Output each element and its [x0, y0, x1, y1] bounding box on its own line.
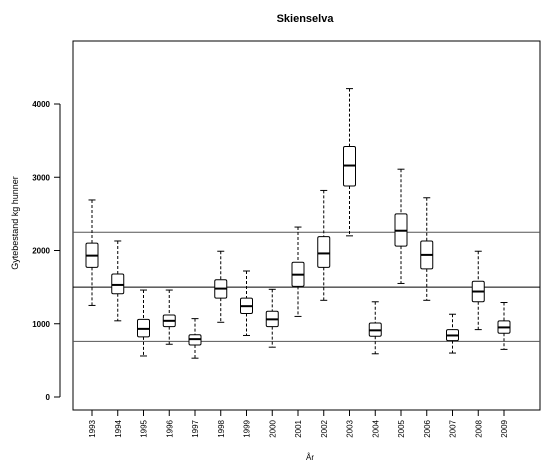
box-1999: [240, 270, 253, 336]
y-tick-label: 3000: [32, 173, 50, 182]
box-2000: [265, 288, 279, 348]
x-tick-label: 2001: [294, 419, 303, 437]
x-tick-label: 2007: [449, 419, 458, 437]
x-axis-label: År: [306, 453, 314, 462]
box-1994: [111, 240, 125, 322]
box-2007: [446, 313, 459, 354]
y-tick-label: 1000: [32, 320, 50, 329]
box-1995: [137, 289, 150, 357]
x-tick-label: 1995: [140, 419, 149, 437]
box-1996: [162, 289, 176, 345]
x-tick-label: 2003: [346, 419, 355, 437]
box-2002: [317, 189, 331, 301]
x-tick-label: 2008: [474, 419, 483, 437]
box-2004: [368, 301, 382, 355]
x-tick-label: 1994: [114, 419, 123, 437]
x-tick-label: 2005: [397, 419, 406, 437]
y-axis-label: Gytebestand kg hunner: [10, 176, 20, 270]
x-tick-label: 2006: [423, 419, 432, 437]
x-tick-label: 2009: [500, 419, 509, 437]
boxes-group: [85, 88, 511, 359]
box-2008: [471, 250, 485, 331]
y-axis: 0 1000 2000 3000 4000: [32, 100, 61, 402]
x-axis: 1993 1994 1995 1996 1997 1998 1999 2000 2001 2002…: [88, 409, 509, 438]
box-1998: [214, 250, 228, 323]
x-tick-label: 2004: [371, 419, 380, 437]
x-tick-label: 2000: [268, 419, 277, 437]
x-tick-label: 1999: [243, 419, 252, 437]
reference-lines: [73, 231, 540, 342]
box-2006: [420, 197, 434, 301]
box-2001: [291, 226, 305, 317]
x-tick-label: 1998: [217, 419, 226, 437]
x-tick-label: 1997: [191, 419, 200, 437]
chart-title: Skienselva: [277, 13, 335, 25]
box-2005: [394, 168, 408, 284]
y-tick-label: 4000: [32, 100, 50, 109]
box-2009: [497, 302, 511, 350]
y-tick-label: 0: [46, 393, 51, 402]
box-1997: [188, 318, 202, 359]
y-tick-label: 2000: [32, 247, 50, 256]
box-2003: [343, 88, 356, 237]
x-tick-label: 1996: [165, 419, 174, 437]
box-iqr: [111, 273, 125, 295]
box-1993: [85, 199, 99, 306]
x-tick-label: 2002: [320, 419, 329, 437]
x-tick-label: 1993: [88, 419, 97, 437]
box-iqr: [317, 236, 331, 268]
